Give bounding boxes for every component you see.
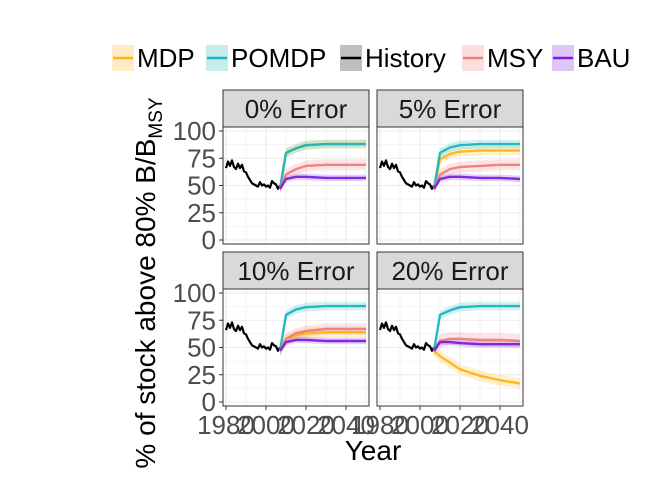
band-mdp <box>434 345 520 389</box>
legend-label: BAU <box>577 43 630 73</box>
y-tick-label: 50 <box>187 333 216 363</box>
series-msy-line <box>278 327 366 352</box>
y-tick-label: 75 <box>187 305 216 335</box>
x-tick-label: 2020 <box>277 410 335 440</box>
panel-lines <box>378 304 521 385</box>
x-axis-title: Year <box>345 435 402 466</box>
y-tick-label: 25 <box>187 360 216 390</box>
panel-3: 20% Error <box>376 251 524 407</box>
panels: 0% Error 5% Error 10% Error 20% Error <box>222 89 524 407</box>
x-tick-label: 1980 <box>197 410 255 440</box>
panel-strip-label: 0% Error <box>245 94 348 124</box>
y-axis-title-subscript: MSY <box>146 97 167 139</box>
legend-label: History <box>365 43 446 73</box>
x-tick-label: 2000 <box>237 410 295 440</box>
series-history-line <box>378 159 435 190</box>
legend-label: MDP <box>137 43 195 73</box>
x-tick-label: 2020 <box>431 410 489 440</box>
y-tick-label: 0 <box>202 387 216 417</box>
series-pomdp-line <box>278 142 366 189</box>
legend-label: POMDP <box>231 43 326 73</box>
y-tick-label: 0 <box>202 225 216 255</box>
panel-strip <box>376 251 524 290</box>
y-tick-label: 75 <box>187 143 216 173</box>
x-tick-label: 2040 <box>471 410 529 440</box>
legend-item-history: History <box>340 43 446 73</box>
panel-border <box>376 126 524 245</box>
panel-lines <box>378 142 521 190</box>
panel-0: 0% Error <box>222 89 370 245</box>
series-bau-line <box>432 175 521 190</box>
series-history-line <box>378 321 435 352</box>
panel-1: 5% Error <box>376 89 524 245</box>
y-tick-label: 100 <box>173 116 216 146</box>
legend-item-pomdp: POMDP <box>206 43 326 73</box>
series-msy-line <box>432 163 520 190</box>
legend: MDP POMDP History MSY BAU <box>112 43 630 73</box>
panel-strip-label: 5% Error <box>399 94 502 124</box>
series-pomdp-line <box>432 304 520 351</box>
legend-item-msy: MSY <box>462 43 543 73</box>
panel-grid <box>223 127 369 244</box>
y-axis-title-main: % of stock above 80% B/B <box>130 139 161 469</box>
legend-item-mdp: MDP <box>112 43 195 73</box>
y-axis-title: % of stock above 80% B/BMSY <box>130 97 167 468</box>
panel-strip <box>222 251 370 290</box>
legend-label: MSY <box>487 43 543 73</box>
panel-strip-label: 10% Error <box>237 256 354 286</box>
series-msy-line <box>278 163 366 190</box>
series-bau-line <box>433 340 520 352</box>
x-tick-label: 2040 <box>317 410 375 440</box>
panel-strip-label: 20% Error <box>391 256 508 286</box>
series-mdp-line <box>433 349 521 385</box>
series-history-line <box>224 321 281 352</box>
panel-grid <box>223 289 369 406</box>
x-tick-label: 2000 <box>391 410 449 440</box>
legend-item-bau: BAU <box>552 43 630 73</box>
series-bau-line <box>279 338 366 352</box>
y-tick-label: 50 <box>187 171 216 201</box>
panel-2: 10% Error <box>222 251 370 407</box>
series-bau-line <box>278 175 366 190</box>
panel-lines <box>224 142 366 190</box>
series-pomdp-line <box>278 304 366 351</box>
panel-lines <box>224 304 366 352</box>
panel-strip <box>376 89 524 128</box>
y-tick-label: 25 <box>187 198 216 228</box>
panel-grid <box>377 289 523 406</box>
panel-border <box>376 288 524 407</box>
series-pomdp-line <box>432 142 520 189</box>
y-tick-label: 100 <box>173 278 216 308</box>
x-tick-label: 1980 <box>351 410 409 440</box>
series-history-line <box>224 159 281 190</box>
